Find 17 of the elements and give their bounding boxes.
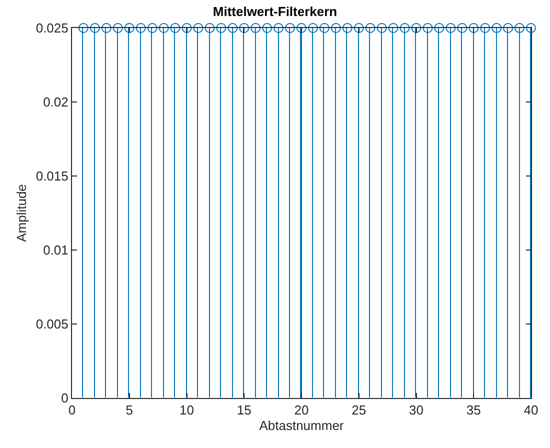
x-tick-label: 10 (180, 402, 194, 418)
chart-title: Mittelwert-Filterkern (212, 4, 338, 19)
y-tick-label: 0.005 (36, 316, 68, 332)
x-tick-label: 40 (524, 402, 538, 418)
y-tick-label: 0.015 (36, 168, 68, 184)
y-tick-label: 0 (61, 390, 68, 406)
x-tick-label: 35 (466, 402, 481, 418)
x-tick-label: 20 (294, 402, 309, 418)
x-tick-label: 25 (352, 402, 366, 418)
y-tick-label: 0.02 (43, 94, 68, 110)
x-axis-title: Abtastnummer (259, 418, 344, 434)
x-tick-label: 30 (409, 402, 424, 418)
y-axis-title: Amplitude (14, 184, 29, 242)
y-tick-label: 0.01 (43, 242, 68, 258)
y-tick-label: 0.025 (36, 20, 68, 36)
x-tick-label: 5 (126, 402, 133, 418)
x-tick-label: 15 (236, 402, 252, 418)
